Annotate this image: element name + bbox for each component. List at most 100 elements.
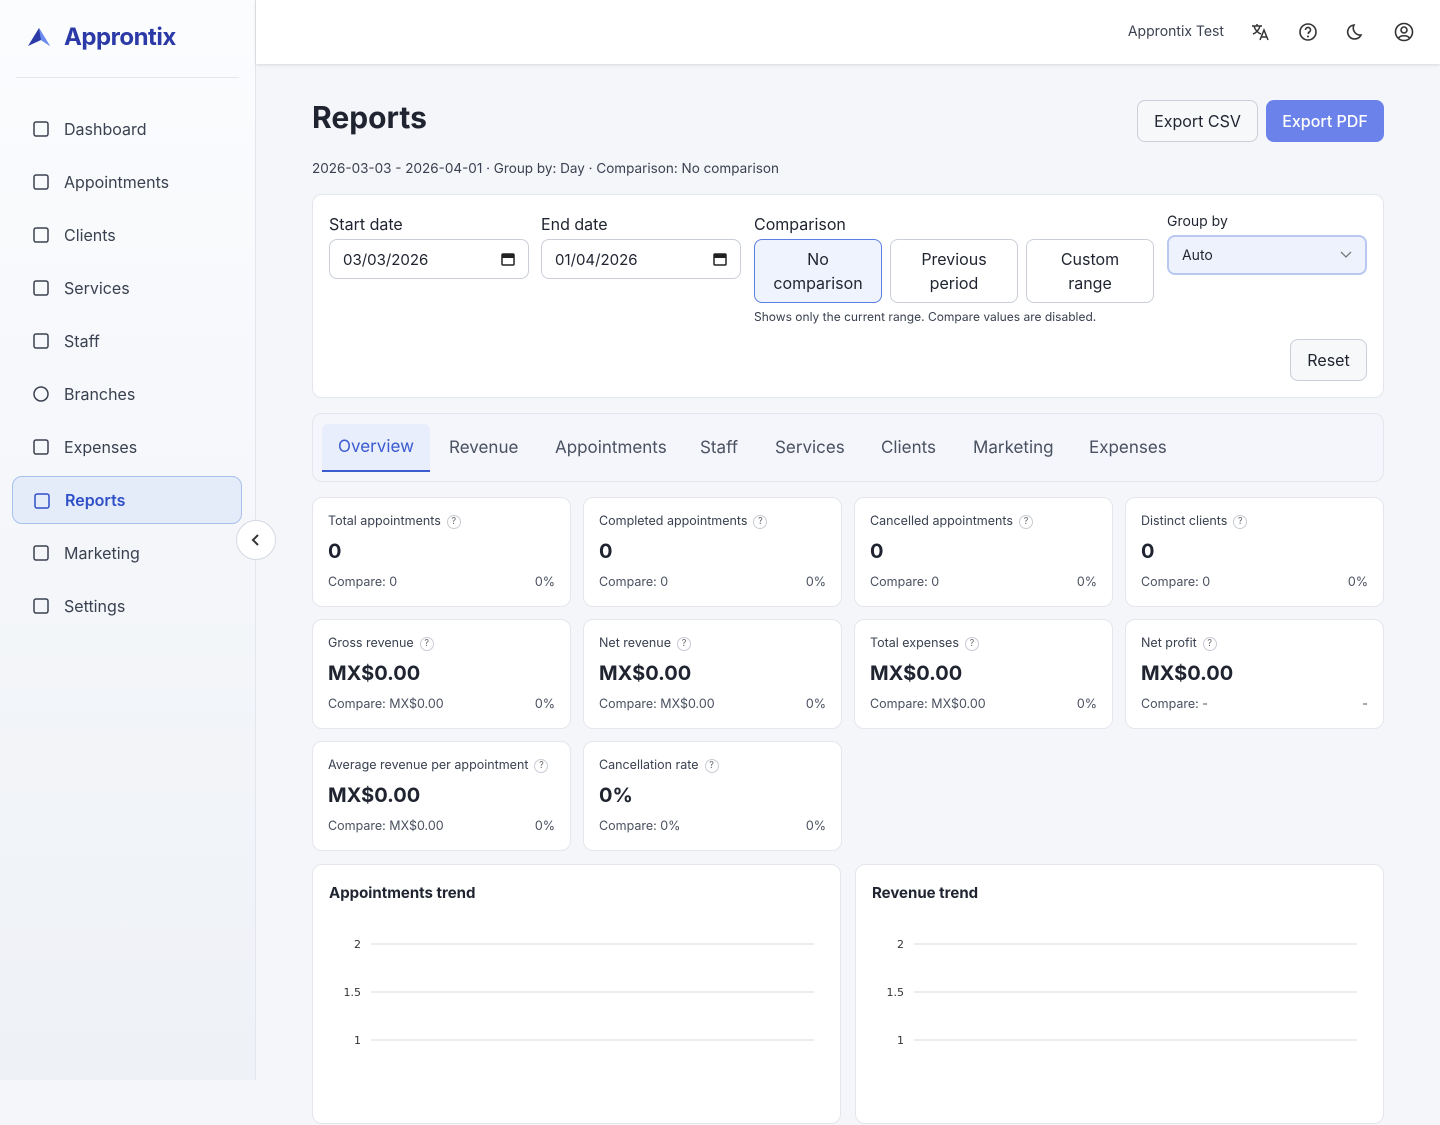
nav-item[interactable]: Branches	[12, 370, 242, 418]
account-icon[interactable]	[1394, 22, 1414, 42]
kpi-card: Distinct clients? 0 Compare: 0 0%	[1125, 497, 1384, 607]
kpi-compare: Compare: -	[1141, 697, 1209, 712]
kpi-compare: Compare: 0	[599, 575, 669, 590]
nav-icon	[33, 439, 49, 455]
y-tick-label: 1	[897, 1034, 904, 1047]
user-name[interactable]: Approntix Test	[1127, 23, 1224, 40]
nav-icon	[33, 227, 49, 243]
comparison-option[interactable]: Previous period	[890, 239, 1018, 303]
kpi-value: MX$0.00	[1141, 661, 1234, 685]
comparison-hint: Shows only the current range. Compare va…	[754, 309, 1097, 324]
help-icon[interactable]: ?	[1202, 636, 1217, 651]
nav-icon	[33, 545, 49, 561]
tab[interactable]: Overview	[322, 424, 430, 472]
tab[interactable]: Appointments	[539, 424, 683, 472]
nav-item[interactable]: Services	[12, 264, 242, 312]
kpi-value: MX$0.00	[328, 783, 421, 807]
group-by-label: Group by	[1167, 213, 1228, 230]
kpi-change: 0%	[805, 819, 826, 834]
kpi-card: Net revenue? MX$0.00 Compare: MX$0.00 0%	[583, 619, 842, 729]
nav-item[interactable]: Reports	[12, 476, 242, 524]
nav-label: Appointments	[64, 172, 170, 192]
kpi-compare: Compare: MX$0.00	[328, 819, 444, 834]
kpi-label-row: Distinct clients?	[1141, 514, 1248, 529]
help-icon[interactable]	[1298, 22, 1318, 42]
help-icon[interactable]: ?	[677, 636, 691, 651]
nav-label: Branches	[64, 384, 136, 404]
kpi-label: Net profit	[1141, 636, 1197, 651]
calendar-icon	[501, 253, 515, 266]
nav-label: Expenses	[64, 437, 138, 457]
group-by-select[interactable]: Auto	[1167, 235, 1367, 275]
tab[interactable]: Marketing	[957, 424, 1070, 472]
kpi-label: Net revenue	[599, 636, 671, 651]
nav-label: Reports	[65, 490, 126, 510]
chart-card: Revenue trend 2 1.5 1	[855, 864, 1384, 1124]
nav-label: Staff	[64, 331, 100, 351]
translate-icon[interactable]	[1250, 22, 1270, 42]
kpi-change: -	[1362, 697, 1368, 712]
help-icon[interactable]: ?	[753, 514, 768, 529]
nav-label: Dashboard	[64, 119, 147, 139]
reset-button[interactable]: Reset	[1290, 339, 1367, 381]
kpi-value: 0%	[599, 783, 633, 807]
kpi-compare: Compare: 0	[328, 575, 398, 590]
nav-item[interactable]: Marketing	[12, 529, 242, 577]
comparison-option[interactable]: Custom range	[1026, 239, 1154, 303]
comparison-option[interactable]: No comparison	[754, 239, 882, 303]
theme-icon[interactable]	[1346, 22, 1366, 42]
divider	[16, 77, 239, 78]
nav-item[interactable]: Dashboard	[12, 105, 242, 153]
tab[interactable]: Staff	[684, 424, 754, 472]
tab[interactable]: Expenses	[1073, 424, 1183, 472]
export-pdf-button[interactable]: Export PDF	[1266, 100, 1384, 142]
nav-item[interactable]: Settings	[12, 582, 242, 630]
help-icon[interactable]: ?	[419, 636, 434, 651]
topbar: Approntix Test	[256, 0, 1440, 64]
help-icon[interactable]: ?	[1233, 514, 1248, 529]
chart-card: Appointments trend 2 1.5 1	[312, 864, 841, 1124]
nav-item[interactable]: Clients	[12, 211, 242, 259]
kpi-value: MX$0.00	[599, 661, 692, 685]
dropdown-icon	[1340, 251, 1352, 258]
export-csv-button[interactable]: Export CSV	[1137, 100, 1258, 142]
nav-label: Marketing	[64, 543, 140, 563]
kpi-card: Cancelled appointments? 0 Compare: 0 0%	[854, 497, 1113, 607]
help-icon[interactable]: ?	[704, 758, 719, 773]
kpi-value: 0	[328, 539, 342, 563]
kpi-value: MX$0.00	[870, 661, 963, 685]
help-icon[interactable]: ?	[1019, 514, 1033, 529]
nav-item[interactable]: Staff	[12, 317, 242, 365]
kpi-compare: Compare: 0	[1141, 575, 1211, 590]
comparison-option-label: No comparison	[773, 249, 863, 293]
tab[interactable]: Clients	[865, 424, 952, 472]
tab-label: Revenue	[449, 438, 519, 458]
kpi-label-row: Gross revenue?	[328, 636, 434, 651]
kpi-label-row: Net profit?	[1141, 636, 1217, 651]
nav-item[interactable]: Appointments	[12, 158, 242, 206]
nav-item[interactable]: Expenses	[12, 423, 242, 471]
start-date-input[interactable]: 03/03/2026	[329, 239, 529, 279]
brand[interactable]: Approntix	[26, 22, 176, 51]
tab-label: Services	[775, 438, 845, 458]
tabs-bar	[312, 413, 1384, 482]
help-icon[interactable]: ?	[964, 636, 979, 651]
kpi-change: 0%	[805, 697, 826, 712]
calendar-icon	[713, 253, 727, 266]
end-date-input[interactable]: 01/04/2026	[541, 239, 741, 279]
tab[interactable]: Services	[759, 424, 861, 472]
help-icon[interactable]: ?	[534, 758, 549, 773]
nav-icon	[34, 493, 50, 509]
kpi-label: Average revenue per appointment	[328, 758, 529, 773]
help-icon[interactable]: ?	[446, 514, 461, 529]
kpi-value: 0	[1141, 539, 1155, 563]
y-tick-label: 1.5	[344, 986, 362, 999]
kpi-change: 0%	[805, 575, 826, 590]
nav-icon	[33, 386, 49, 402]
kpi-card: Average revenue per appointment? MX$0.00 C…	[312, 741, 571, 851]
tab[interactable]: Revenue	[433, 424, 534, 472]
kpi-compare: Compare: MX$0.00	[870, 697, 986, 712]
collapse-button[interactable]	[236, 520, 276, 560]
kpi-change: 0%	[1076, 575, 1097, 590]
